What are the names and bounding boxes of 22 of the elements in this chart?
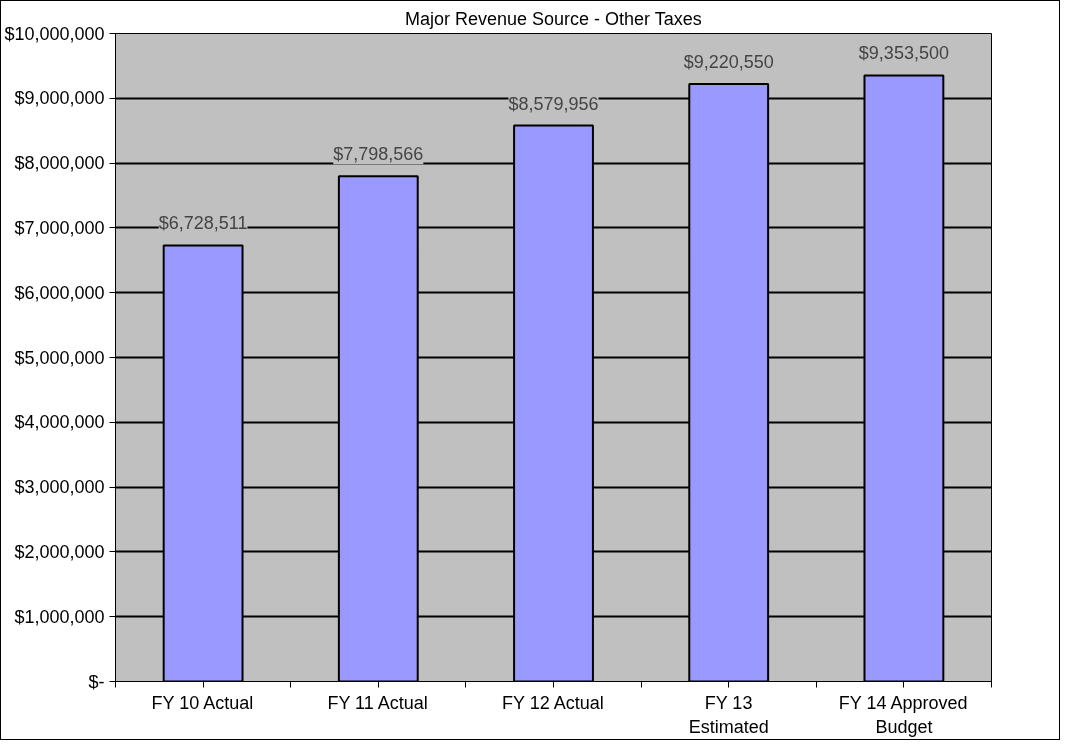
x-tick-label: FY 11 Actual [327, 692, 428, 713]
data-label: $9,220,550 [683, 52, 774, 73]
y-tick-label: $10,000,000 [4, 23, 105, 44]
x-tick-label: FY 12 Actual [501, 692, 604, 713]
y-tick-label: $6,000,000 [14, 282, 105, 303]
x-tick-label: FY 10 Actual [151, 692, 254, 713]
y-tick-label: $9,000,000 [14, 88, 105, 109]
y-tick-label: $8,000,000 [14, 153, 105, 174]
data-label: $6,728,511 [158, 213, 248, 234]
data-label: $7,798,566 [333, 144, 424, 165]
x-tick-label: FY 14 Approved Budget [838, 692, 968, 737]
y-tick-label: $1,000,000 [14, 606, 105, 627]
y-tick-label: $7,000,000 [14, 217, 105, 238]
data-label: $9,353,500 [858, 43, 949, 64]
y-tick-label: $- [88, 671, 105, 692]
y-tick-label: $4,000,000 [14, 412, 105, 433]
y-tick-label: $2,000,000 [14, 541, 105, 562]
x-tick-label: FY 13 Estimated [688, 692, 769, 737]
y-tick-label: $3,000,000 [14, 477, 105, 498]
y-tick-label: $5,000,000 [14, 347, 105, 368]
chart-title: Major Revenue Source - Other Taxes [404, 8, 702, 29]
data-label: $8,579,956 [508, 93, 599, 114]
